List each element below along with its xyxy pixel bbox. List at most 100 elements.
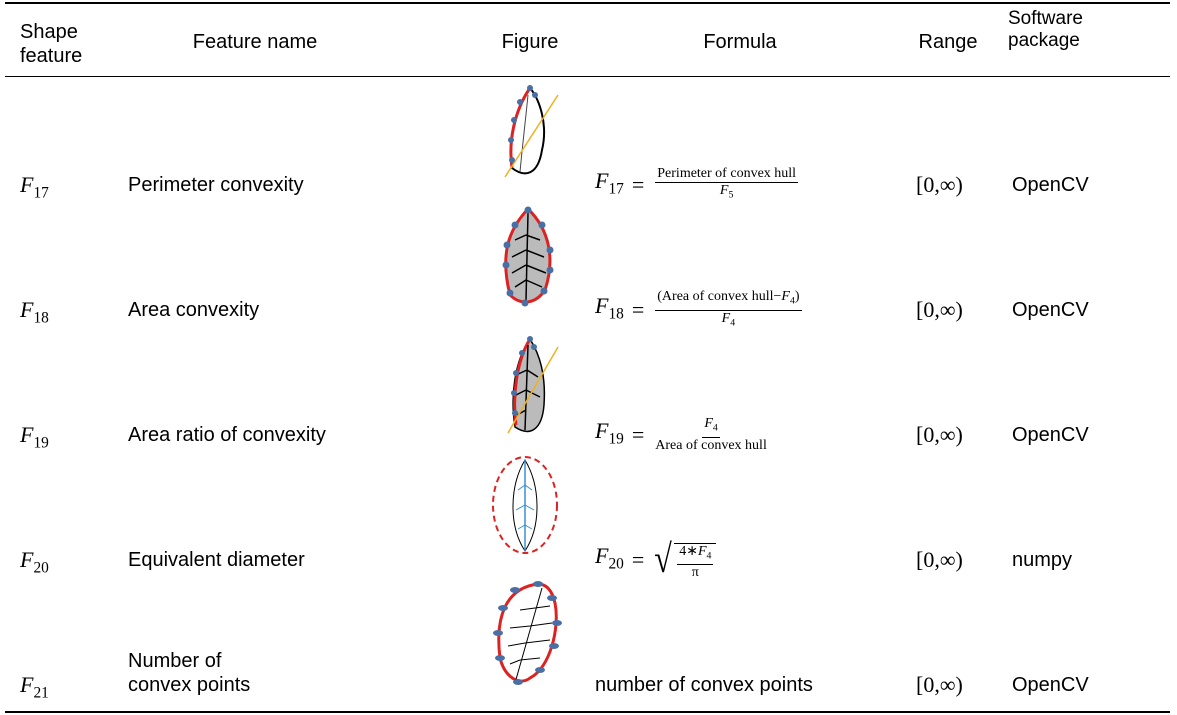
- symbol-sub: 4: [713, 423, 718, 434]
- fraction: F4 Area of convex hull: [655, 416, 767, 453]
- math-symbol: F5: [720, 183, 733, 198]
- header-rule: [5, 76, 1170, 77]
- expression: F4: [704, 416, 717, 431]
- denominator: Area of convex hull: [655, 438, 767, 454]
- name-cell: Area ratio of convexity: [128, 423, 326, 447]
- symbol-base: F: [595, 168, 608, 193]
- feature-cell: F19: [20, 423, 49, 455]
- fraction: 4∗F4 π: [677, 544, 713, 581]
- numerator: Perimeter of convex hull: [655, 166, 798, 183]
- range-cell: [0,∞): [916, 548, 963, 572]
- table-page: Shape feature Feature name Figure Formul…: [0, 0, 1177, 715]
- symbol-sub: 4: [730, 317, 735, 328]
- equals: =: [632, 173, 644, 197]
- symbol-base: F: [595, 293, 608, 318]
- expression: 4∗F4: [679, 544, 711, 559]
- range-cell: [0,∞): [916, 298, 963, 322]
- math-symbol: F18: [595, 294, 624, 326]
- equals: =: [632, 423, 644, 447]
- leaf-figure: [470, 205, 590, 310]
- numerator: 4∗F4: [677, 544, 713, 565]
- bottom-rule: [5, 711, 1170, 713]
- fraction: Perimeter of convex hull F5: [655, 166, 798, 203]
- header-cell: Feature name: [155, 30, 355, 54]
- package-cell: OpenCV: [1012, 173, 1089, 197]
- radicand: 4∗F4 π: [674, 543, 716, 581]
- symbol-sub: 19: [608, 430, 623, 447]
- leaf-figure: [470, 455, 590, 560]
- math-symbol: F4: [781, 289, 794, 304]
- square-root: √ 4∗F4 π: [652, 539, 716, 581]
- package-cell: OpenCV: [1012, 423, 1089, 447]
- symbol-sub: 18: [608, 305, 623, 322]
- symbol-base: F: [20, 422, 33, 447]
- expression: F4: [722, 311, 735, 326]
- expr-text: ): [795, 289, 800, 304]
- expr-text: Perimeter of convex hull: [657, 166, 796, 181]
- package-cell: OpenCV: [1012, 673, 1089, 697]
- formula-text: number of convex points: [595, 673, 813, 697]
- symbol-base: F: [704, 416, 713, 431]
- math-symbol: F21: [20, 672, 49, 697]
- expression: Perimeter of convex hull: [657, 166, 796, 181]
- symbol-base: F: [20, 172, 33, 197]
- formula-cell: F20 = √ 4∗F4 π: [595, 540, 716, 580]
- expr-text: Area of convex hull: [655, 438, 767, 453]
- top-rule: [5, 2, 1170, 4]
- leaf-figure: [460, 578, 600, 690]
- equals: =: [632, 548, 644, 572]
- header-cell: Software package: [1008, 8, 1103, 52]
- symbol-base: F: [722, 311, 731, 326]
- expr-text: 4∗: [679, 544, 698, 559]
- feature-cell: F17: [20, 173, 49, 205]
- symbol-sub: 20: [608, 555, 623, 572]
- feature-cell: F21: [20, 673, 49, 705]
- name-cell: Perimeter convexity: [128, 173, 304, 197]
- expr-text: π: [692, 565, 699, 580]
- formula-cell: F17=Perimeter of convex hullF5: [595, 165, 801, 205]
- symbol-sub: 20: [33, 559, 48, 576]
- name-cell: Equivalent diameter: [128, 548, 305, 572]
- numerator: F4: [702, 416, 719, 437]
- name-cell: Number of convex points: [128, 649, 268, 697]
- math-symbol: F20: [20, 547, 49, 572]
- denominator: F4: [722, 311, 735, 331]
- feature-cell: F18: [20, 298, 49, 330]
- math-symbol: F20: [595, 544, 624, 576]
- range-cell: [0,∞): [916, 423, 963, 447]
- math-symbol: F19: [595, 419, 624, 451]
- symbol-base: F: [595, 418, 608, 443]
- name-cell: Area convexity: [128, 298, 259, 322]
- symbol-sub: 17: [33, 184, 48, 201]
- symbol-sub: 4: [707, 550, 712, 561]
- math-symbol: F4: [698, 544, 711, 559]
- expr-text: (Area of convex hull−: [657, 289, 781, 304]
- denominator: π: [692, 565, 699, 581]
- header-cell: Shape feature: [20, 20, 100, 68]
- radical: √: [654, 539, 672, 581]
- numerator: (Area of convex hull−F4): [655, 289, 801, 310]
- symbol-sub: 5: [728, 190, 733, 201]
- math-symbol: F4: [704, 416, 717, 431]
- feature-cell: F20: [20, 548, 49, 580]
- math-symbol: F4: [722, 311, 735, 326]
- denominator: F5: [720, 183, 733, 203]
- package-cell: numpy: [1012, 548, 1072, 572]
- range-cell: [0,∞): [916, 173, 963, 197]
- equals: =: [632, 298, 644, 322]
- symbol-sub: 17: [608, 180, 623, 197]
- header-cell: Range: [910, 30, 986, 54]
- symbol-sub: 18: [33, 309, 48, 326]
- math-symbol: F18: [20, 297, 49, 322]
- formula-cell: number of convex points: [595, 665, 813, 705]
- math-symbol: F17: [20, 172, 49, 197]
- math-symbol: F17: [595, 169, 624, 201]
- symbol-base: F: [20, 297, 33, 322]
- package-cell: OpenCV: [1012, 298, 1089, 322]
- symbol-sub: 19: [33, 434, 48, 451]
- header-cell: Figure: [480, 30, 580, 54]
- expression: Area of convex hull: [655, 438, 767, 453]
- math-symbol: F19: [20, 422, 49, 447]
- symbol-sub: 21: [33, 684, 48, 701]
